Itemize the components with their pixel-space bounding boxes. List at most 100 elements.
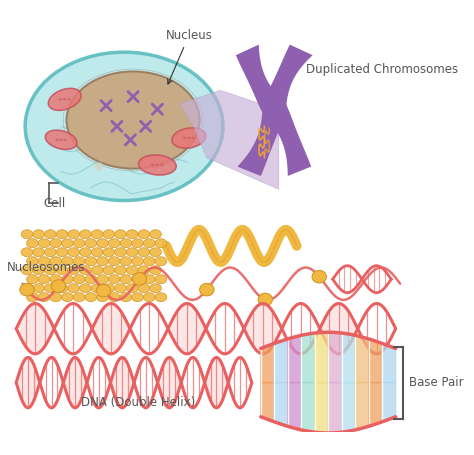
Polygon shape: [382, 344, 396, 383]
Polygon shape: [369, 339, 382, 383]
Polygon shape: [342, 333, 355, 383]
Ellipse shape: [151, 164, 155, 167]
Ellipse shape: [132, 257, 144, 266]
Ellipse shape: [96, 284, 110, 297]
Ellipse shape: [120, 239, 132, 248]
Ellipse shape: [103, 230, 115, 239]
Polygon shape: [288, 383, 301, 430]
Polygon shape: [263, 45, 313, 114]
Ellipse shape: [138, 266, 150, 275]
Ellipse shape: [103, 266, 115, 275]
Ellipse shape: [68, 284, 80, 293]
Ellipse shape: [20, 283, 34, 296]
Ellipse shape: [312, 270, 327, 283]
Ellipse shape: [138, 284, 150, 293]
Polygon shape: [168, 303, 206, 354]
Polygon shape: [320, 303, 358, 354]
Ellipse shape: [138, 230, 150, 239]
Ellipse shape: [33, 248, 45, 257]
Polygon shape: [40, 358, 63, 408]
Text: Base Pair: Base Pair: [409, 376, 464, 389]
Ellipse shape: [127, 284, 138, 293]
Polygon shape: [301, 383, 315, 432]
Ellipse shape: [120, 293, 132, 302]
Ellipse shape: [62, 275, 73, 284]
Polygon shape: [16, 303, 54, 354]
Ellipse shape: [51, 280, 65, 293]
Ellipse shape: [155, 293, 167, 302]
Ellipse shape: [66, 71, 200, 169]
Text: DNA (Double Helix): DNA (Double Helix): [81, 396, 195, 409]
Ellipse shape: [56, 266, 68, 275]
Ellipse shape: [91, 266, 103, 275]
Ellipse shape: [120, 257, 132, 266]
Ellipse shape: [25, 52, 223, 201]
Ellipse shape: [85, 239, 97, 248]
Ellipse shape: [144, 275, 155, 284]
Ellipse shape: [155, 239, 167, 248]
Ellipse shape: [187, 136, 191, 139]
Ellipse shape: [64, 138, 67, 141]
Ellipse shape: [150, 266, 162, 275]
Ellipse shape: [33, 266, 45, 275]
Ellipse shape: [50, 293, 62, 302]
Ellipse shape: [97, 275, 109, 284]
Ellipse shape: [27, 257, 38, 266]
Polygon shape: [274, 383, 288, 426]
Polygon shape: [130, 303, 167, 354]
Polygon shape: [206, 303, 244, 354]
Ellipse shape: [132, 239, 144, 248]
Ellipse shape: [56, 248, 68, 257]
Ellipse shape: [150, 284, 162, 293]
Text: Nucleosomes: Nucleosomes: [7, 261, 86, 274]
Ellipse shape: [109, 293, 120, 302]
Polygon shape: [369, 383, 382, 426]
Polygon shape: [342, 383, 355, 432]
Ellipse shape: [183, 136, 186, 139]
Ellipse shape: [21, 266, 33, 275]
Ellipse shape: [191, 136, 195, 139]
Polygon shape: [182, 358, 205, 408]
Polygon shape: [261, 344, 274, 383]
Polygon shape: [328, 383, 342, 433]
Polygon shape: [87, 358, 110, 408]
Ellipse shape: [91, 248, 103, 257]
Ellipse shape: [27, 239, 38, 248]
Polygon shape: [301, 333, 315, 383]
Polygon shape: [358, 303, 396, 354]
Ellipse shape: [21, 248, 33, 257]
Ellipse shape: [45, 248, 56, 257]
Ellipse shape: [38, 275, 50, 284]
Ellipse shape: [80, 284, 91, 293]
Ellipse shape: [115, 230, 127, 239]
Ellipse shape: [48, 88, 81, 111]
Ellipse shape: [73, 257, 85, 266]
Ellipse shape: [59, 138, 63, 141]
Polygon shape: [355, 383, 369, 430]
Ellipse shape: [80, 266, 91, 275]
Ellipse shape: [46, 130, 77, 150]
Ellipse shape: [73, 275, 85, 284]
Polygon shape: [274, 339, 288, 383]
Ellipse shape: [266, 98, 283, 118]
Ellipse shape: [109, 275, 120, 284]
Polygon shape: [283, 303, 319, 354]
Polygon shape: [180, 91, 279, 189]
Ellipse shape: [115, 284, 127, 293]
Ellipse shape: [127, 230, 138, 239]
Ellipse shape: [91, 284, 103, 293]
Ellipse shape: [80, 230, 91, 239]
Ellipse shape: [127, 248, 138, 257]
Ellipse shape: [45, 284, 56, 293]
Ellipse shape: [97, 257, 109, 266]
Ellipse shape: [258, 293, 273, 306]
Ellipse shape: [109, 257, 120, 266]
Ellipse shape: [109, 239, 120, 248]
Ellipse shape: [91, 230, 103, 239]
Polygon shape: [92, 303, 129, 354]
Ellipse shape: [62, 239, 73, 248]
Ellipse shape: [150, 230, 162, 239]
Ellipse shape: [85, 293, 97, 302]
Polygon shape: [261, 383, 274, 422]
Ellipse shape: [97, 293, 109, 302]
